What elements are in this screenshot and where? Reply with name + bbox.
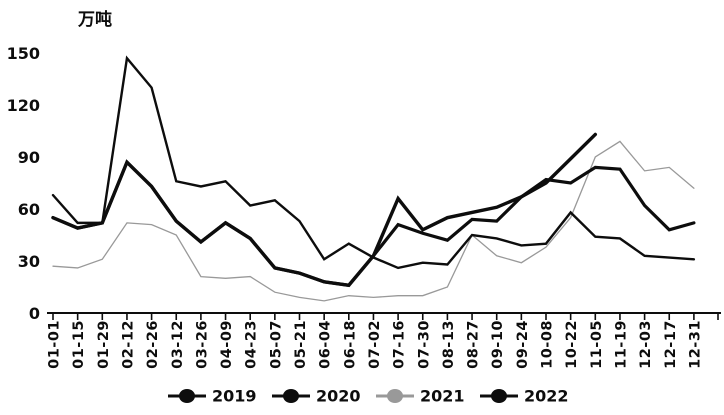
x-tick-label: 02-12 [120,320,136,369]
series-line-2021 [52,140,695,302]
legend-item-2020: 2020 [272,387,361,406]
x-tick-label: 11-19 [613,320,629,369]
x-tick-label: 07-16 [392,320,408,369]
x-tick-label: 10-08 [540,320,556,369]
legend-label-2019: 2019 [212,387,257,406]
series-lines [51,55,696,302]
x-tick-label: 04-09 [219,320,235,369]
chart-legend: 2019 2020 2021 2022 [168,387,569,406]
x-tick-label: 04-23 [244,320,260,369]
x-tick-label: 12-31 [687,320,703,369]
series-line-2019 [51,159,696,287]
x-tick-label: 12-17 [663,320,679,369]
x-tick-label: 03-12 [170,320,186,369]
x-tick-label: 01-01 [47,320,63,369]
y-axis-unit-label: 万吨 [77,9,112,30]
y-tick-label: 150 [7,44,40,63]
legend-marker-2022-dot [491,389,507,403]
y-axis-ticks: 0 30 60 90 120 150 [7,44,40,323]
y-tick-label: 60 [18,200,40,219]
x-tick-label: 08-13 [441,320,457,369]
x-tick-label: 09-24 [515,320,531,369]
y-tick-label: 0 [29,304,40,323]
legend-label-2021: 2021 [420,387,465,406]
x-axis: 01-01 01-15 01-29 02-12 02-26 03-12 03-26 04-09… [47,312,721,369]
x-tick-label: 12-03 [638,320,654,369]
legend-marker-2019-dot [179,389,195,403]
series-line-2020 [51,55,696,270]
x-tick-label: 01-29 [96,320,112,369]
x-tick-label: 07-02 [367,320,383,369]
x-tick-label: 03-26 [194,320,210,369]
legend-label-2022: 2022 [524,387,569,406]
y-tick-label: 30 [18,252,40,271]
x-tick-label: 06-18 [342,320,358,369]
x-tick-label: 11-05 [589,320,605,369]
x-tick-label: 01-15 [71,320,87,369]
y-tick-label: 90 [18,148,40,167]
series-line-2022 [51,132,597,288]
x-tick-label: 09-10 [490,320,506,369]
x-tick-label: 07-30 [416,320,432,369]
x-tick-label: 02-26 [145,320,161,369]
x-tick-label: 06-04 [318,320,334,369]
legend-item-2019: 2019 [168,387,257,406]
x-tick-label: 05-21 [293,320,309,369]
legend-marker-2020-dot [283,389,299,403]
x-tick-label: 08-27 [466,320,482,369]
legend-item-2021: 2021 [376,387,465,406]
y-tick-label: 120 [7,96,40,115]
x-tick-label: 10-22 [564,320,580,369]
legend-label-2020: 2020 [316,387,361,406]
legend-marker-2021-dot [387,389,403,403]
legend-item-2022: 2022 [480,387,569,406]
x-tick-label: 05-07 [268,320,284,369]
